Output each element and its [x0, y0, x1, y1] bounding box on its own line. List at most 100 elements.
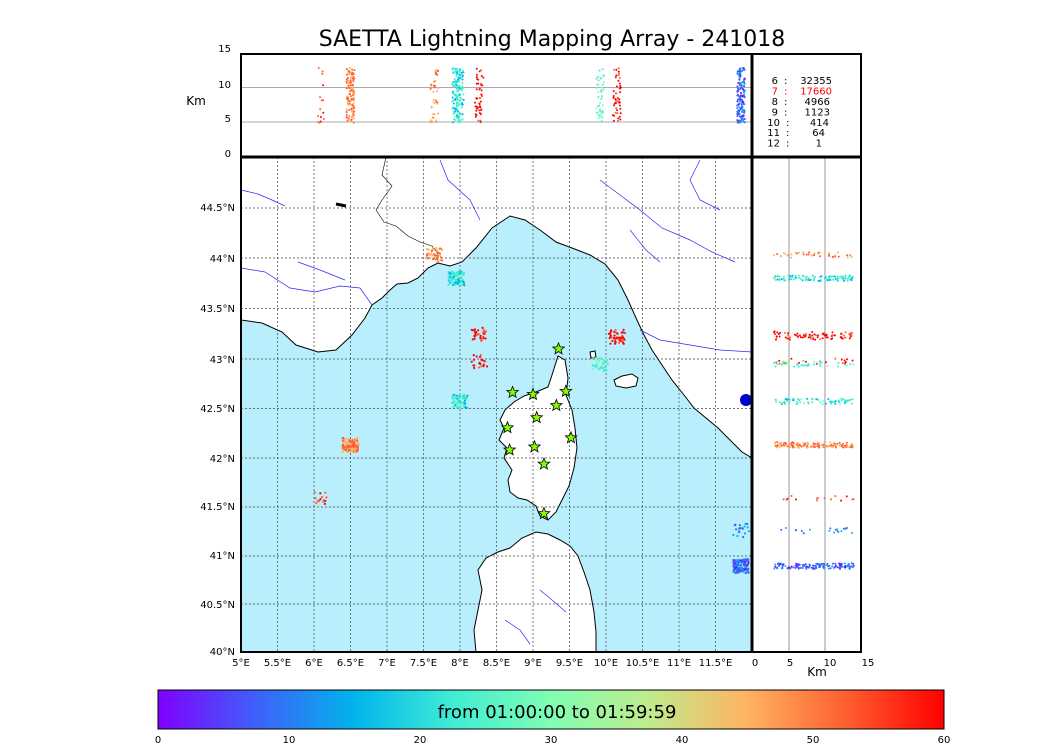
altitude-point: [838, 441, 841, 444]
lat-tick-label: 42°N: [210, 454, 235, 465]
altitude-point: [822, 443, 825, 446]
lightning-point: [482, 331, 485, 334]
lightning-point: [732, 559, 736, 562]
lightning-point: [483, 332, 486, 335]
altitude-point: [600, 95, 603, 98]
altitude-point: [787, 363, 790, 366]
altitude-point: [796, 252, 799, 255]
altitude-point: [785, 526, 788, 529]
altitude-point: [597, 83, 600, 86]
lightning-point: [461, 280, 464, 283]
lightning-point: [746, 558, 750, 561]
altitude-point: [455, 70, 458, 73]
altitude-point: [782, 443, 785, 446]
altitude-point: [802, 360, 805, 363]
altitude-point: [815, 398, 818, 401]
altitude-point: [811, 401, 814, 404]
altitude-point: [348, 93, 351, 96]
altitude-point: [836, 275, 839, 278]
lightning-point: [743, 525, 746, 528]
altitude-point: [840, 358, 843, 361]
lightning-point: [594, 359, 598, 362]
altitude-point: [457, 100, 460, 103]
right-xtick-15: 15: [862, 658, 875, 669]
lightning-point: [435, 246, 438, 250]
altitude-point: [613, 68, 616, 71]
altitude-point: [801, 564, 804, 567]
altitude-point: [348, 66, 351, 69]
lightning-point: [459, 406, 462, 409]
altitude-point: [480, 108, 483, 111]
altitude-point: [785, 361, 788, 364]
corsica-island: [498, 355, 578, 521]
altitude-point: [742, 90, 745, 93]
altitude-point: [452, 118, 455, 121]
lightning-point: [595, 356, 598, 359]
altitude-point: [798, 251, 801, 254]
altitude-point: [737, 98, 740, 101]
altitude-point: [737, 121, 740, 124]
altitude-point: [807, 278, 810, 281]
altitude-point: [478, 111, 481, 114]
altitude-point: [616, 97, 619, 100]
altitude-point: [738, 121, 741, 124]
lightning-point: [470, 360, 473, 363]
lightning-point: [460, 276, 463, 279]
altitude-point: [601, 68, 604, 71]
altitude-point: [434, 121, 437, 124]
altitude-point: [851, 332, 854, 335]
altitude-point: [787, 567, 790, 570]
altitude-point: [820, 275, 823, 278]
lightning-point: [621, 335, 624, 338]
altitude-point: [773, 277, 776, 280]
altitude-point: [802, 253, 805, 256]
altitude-point: [800, 445, 803, 448]
lightning-point: [461, 271, 465, 275]
altitude-point: [617, 79, 620, 82]
lightning-point: [449, 276, 452, 279]
altitude-point: [612, 95, 615, 98]
altitude-point: [792, 442, 795, 445]
altitude-point: [841, 275, 844, 278]
altitude-point: [739, 115, 742, 118]
altitude-point: [784, 402, 787, 405]
altitude-point: [782, 498, 785, 501]
altitude-point: [459, 112, 462, 115]
stats-sep: :: [784, 97, 787, 108]
altitude-point: [833, 531, 836, 534]
altitude-point: [845, 527, 848, 530]
altitude-point: [434, 73, 437, 76]
altitude-point: [736, 72, 739, 75]
altitude-point: [850, 255, 853, 258]
lightning-point: [611, 339, 614, 343]
lightning-point: [619, 336, 623, 340]
altitude-point: [844, 564, 847, 567]
lightning-point: [743, 559, 746, 562]
lightning-point: [450, 278, 453, 282]
altitude-point: [797, 563, 800, 566]
altitude-point: [821, 337, 824, 340]
lightning-point: [597, 360, 600, 363]
altitude-point: [802, 441, 805, 444]
altitude-point: [828, 275, 831, 278]
altitude-point: [618, 98, 621, 101]
colorbar-tick: 10: [283, 735, 296, 746]
altitude-point: [850, 443, 853, 446]
altitude-point: [433, 86, 436, 89]
altitude-point: [454, 119, 457, 122]
altitude-point: [835, 443, 838, 446]
lightning-point: [430, 252, 433, 255]
altitude-point: [479, 121, 482, 124]
lightning-point: [482, 328, 486, 331]
altitude-point: [823, 251, 826, 254]
altitude-point: [452, 70, 455, 73]
altitude-point: [598, 110, 601, 113]
altitude-point: [740, 103, 743, 106]
altitude-point: [820, 563, 823, 566]
altitude-point: [455, 75, 458, 78]
lightning-point: [613, 334, 616, 337]
altitude-point: [786, 497, 789, 500]
altitude-point: [616, 112, 619, 115]
altitude-point: [451, 83, 454, 86]
altitude-point: [798, 334, 801, 337]
